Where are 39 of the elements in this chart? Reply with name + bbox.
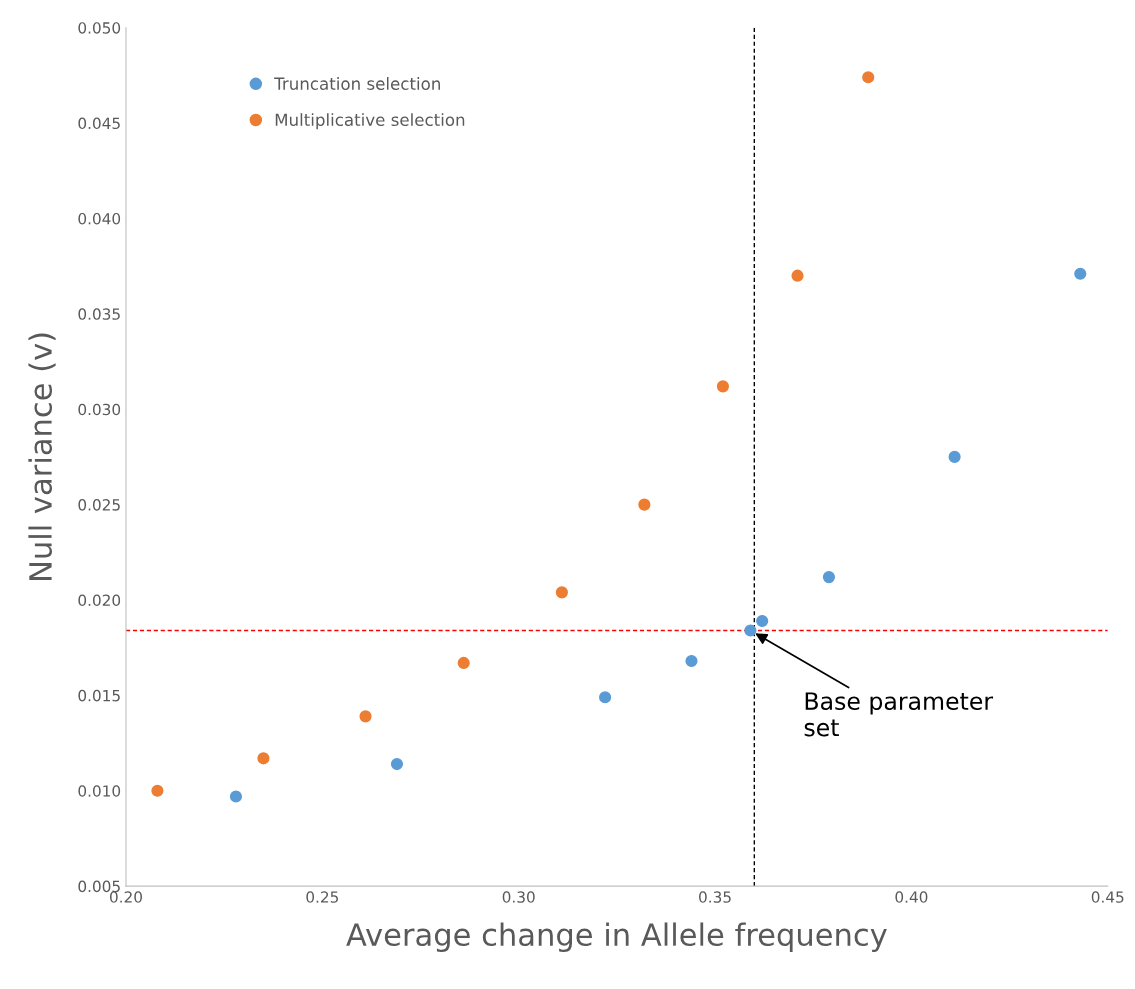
x-axis-title: Average change in Allele frequency — [346, 922, 887, 953]
legend-label: Multiplicative selection — [275, 113, 465, 130]
x-tick-label: 0.45 — [1091, 891, 1124, 903]
point — [744, 624, 757, 637]
point — [390, 757, 404, 771]
x-tick-label: 0.40 — [895, 891, 928, 903]
point — [948, 450, 961, 463]
point — [716, 380, 729, 393]
point — [638, 498, 651, 511]
y-tick-label: 0.015 — [78, 689, 120, 702]
point — [862, 71, 875, 84]
y-tick-label: 0.035 — [78, 308, 120, 320]
point — [555, 586, 568, 599]
y-tick-label: 0.005 — [78, 880, 120, 893]
point — [791, 269, 804, 282]
point — [685, 654, 698, 668]
point — [1074, 267, 1087, 280]
y-tick-label: 0.025 — [78, 499, 120, 511]
y-tick-label: 0.050 — [78, 22, 121, 34]
y-tick-label: 0.010 — [78, 785, 121, 797]
point — [257, 752, 270, 765]
x-tick-label: 0.20 — [109, 891, 142, 903]
x-tick-label: 0.35 — [699, 891, 731, 903]
point — [756, 614, 769, 628]
legend-label: Truncation selection — [274, 77, 440, 90]
y-tick-label: 0.020 — [78, 594, 121, 607]
point — [822, 571, 836, 584]
y-axis-title: Null variance (v) — [28, 333, 56, 580]
x-tick-label: 0.30 — [502, 891, 535, 903]
point — [359, 710, 372, 723]
y-tick-label: 0.045 — [78, 117, 120, 130]
point — [151, 784, 164, 797]
point — [229, 790, 243, 803]
x-tick-label: 0.25 — [306, 891, 339, 903]
y-tick-label: 0.030 — [78, 403, 121, 416]
annotation: Base parameter set — [804, 692, 994, 737]
point — [457, 656, 470, 670]
y-tick-label: 0.040 — [78, 212, 121, 225]
point — [599, 691, 612, 704]
